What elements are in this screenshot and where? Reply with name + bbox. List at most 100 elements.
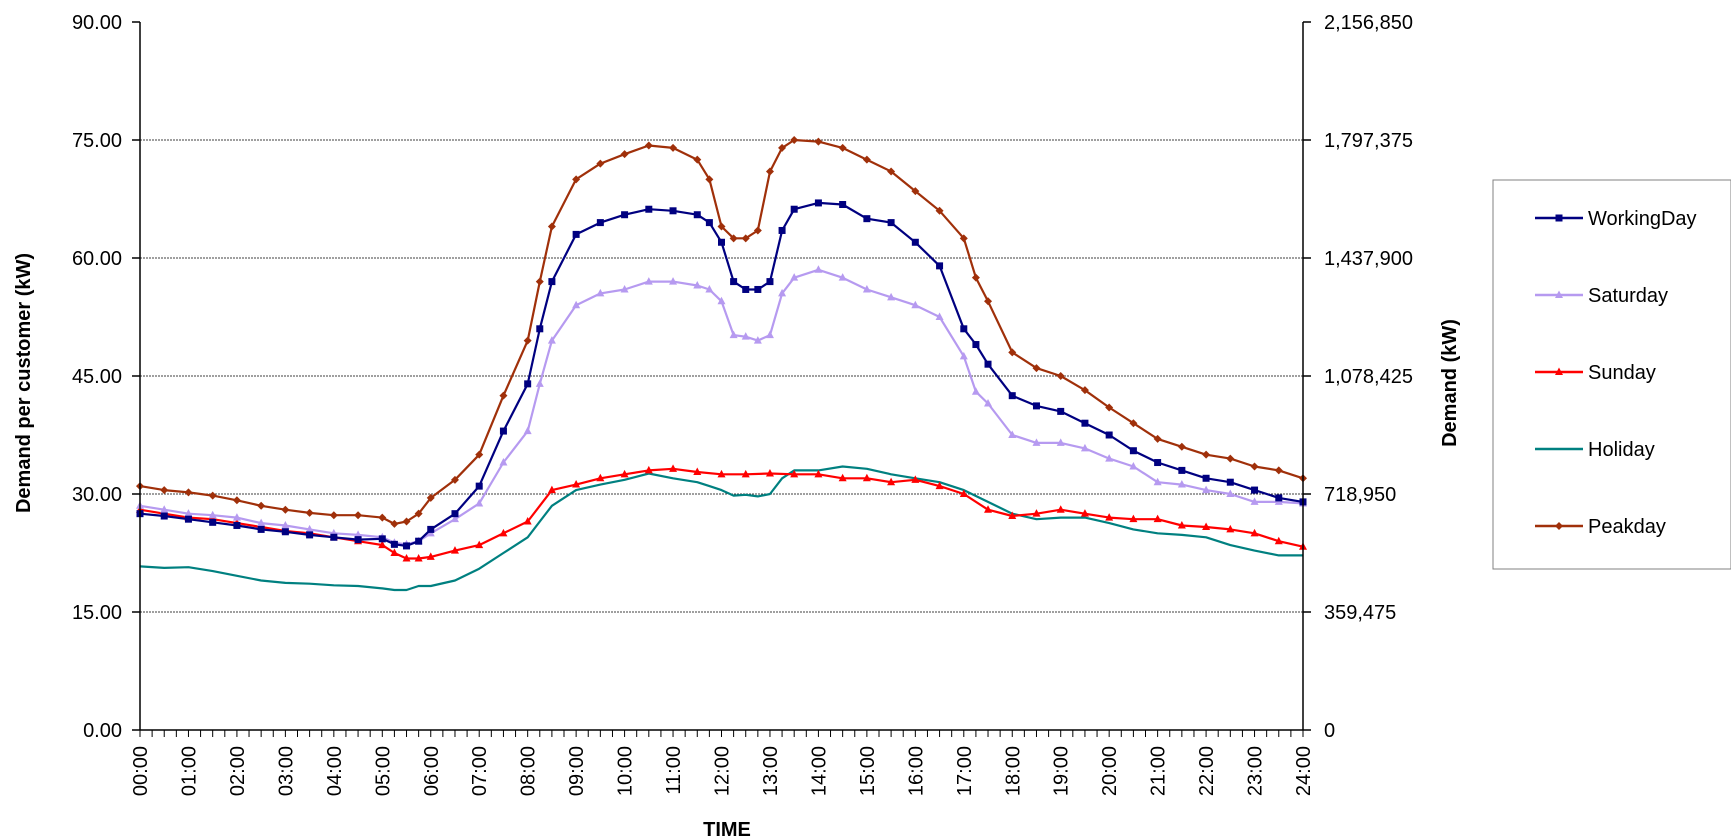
data-point-sunday <box>1153 514 1162 523</box>
data-point-saturday <box>693 281 702 289</box>
data-point-workingday <box>972 341 980 349</box>
data-point-peakday <box>257 501 266 510</box>
data-point-peakday <box>741 234 750 243</box>
series-workingday <box>136 199 1307 550</box>
x-tick-label: 24:00 <box>1293 746 1315 796</box>
x-axis-title: TIME <box>703 819 751 840</box>
data-point-peakday <box>644 141 653 150</box>
data-point-sunday <box>523 517 532 525</box>
data-point-sunday <box>984 505 993 513</box>
data-point-workingday <box>1178 466 1186 474</box>
data-point-sunday <box>1080 509 1089 517</box>
data-point-sunday <box>1056 505 1065 513</box>
data-point-workingday <box>693 211 701 219</box>
data-point-workingday <box>754 285 762 293</box>
data-point-workingday <box>572 230 580 238</box>
x-tick-label: 10:00 <box>615 746 637 796</box>
data-point-workingday <box>354 536 362 544</box>
data-point-peakday <box>1056 372 1065 380</box>
data-point-sunday <box>1177 520 1186 529</box>
series-line-holiday <box>139 465 1303 592</box>
data-point-saturday <box>729 330 738 339</box>
data-point-workingday <box>705 219 713 227</box>
legend-item-peakday: Peakday <box>1535 516 1666 538</box>
data-point-workingday <box>669 207 677 215</box>
data-point-workingday <box>390 540 398 548</box>
x-tick-label: 20:00 <box>1099 746 1121 796</box>
data-point-workingday <box>524 380 532 388</box>
y-tick-label: 30.00 <box>72 484 122 506</box>
data-point-sunday <box>620 469 629 478</box>
data-point-saturday <box>1008 430 1017 438</box>
data-point-saturday <box>208 510 217 519</box>
data-point-sunday <box>669 464 678 472</box>
x-axis-ticks: 00:00 01:00 02:00 03:00 04:00 05:00 06:00 07:00… <box>130 730 1315 796</box>
data-point-saturday <box>1153 477 1162 486</box>
data-point-saturday <box>790 273 799 281</box>
data-point-workingday <box>427 525 435 533</box>
legend-item-saturday: Saturday <box>1535 285 1668 307</box>
data-point-peakday <box>208 491 217 500</box>
y2-tick-label: 1,797,375 <box>1324 130 1413 152</box>
data-point-saturday <box>1032 438 1041 446</box>
data-point-sunday <box>596 473 605 482</box>
data-point-peakday <box>1202 450 1211 459</box>
data-point-workingday <box>621 211 629 219</box>
data-point-saturday <box>1129 461 1138 470</box>
x-tick-label: 07:00 <box>469 746 491 796</box>
legend-label-holiday: Holiday <box>1588 439 1655 461</box>
legend-item-holiday: Holiday <box>1535 439 1655 461</box>
data-point-workingday <box>1275 494 1283 502</box>
data-point-sunday <box>378 540 387 549</box>
data-point-sunday <box>475 540 484 549</box>
data-point-saturday <box>184 509 193 517</box>
x-tick-label: 21:00 <box>1148 746 1170 796</box>
data-point-saturday <box>935 312 944 320</box>
series-line-peakday <box>139 138 1304 526</box>
data-point-saturday <box>523 426 532 435</box>
data-point-sunday <box>911 475 920 483</box>
data-point-peakday <box>911 187 920 196</box>
y-axis-ticks: 0.00 15.00 30.00 45.00 60.00 75.00 90.00 <box>72 12 140 742</box>
data-point-peakday <box>390 519 399 528</box>
data-point-peakday <box>329 511 338 520</box>
data-point-sunday <box>959 489 968 497</box>
data-point-workingday <box>403 542 411 550</box>
data-point-sunday <box>862 473 871 482</box>
data-point-peakday <box>1008 348 1017 357</box>
legend-label-sunday: Sunday <box>1588 362 1656 384</box>
data-point-workingday <box>839 201 847 209</box>
data-point-saturday <box>814 265 823 273</box>
data-point-peakday <box>535 277 544 286</box>
data-point-peakday <box>1105 403 1114 412</box>
data-point-peakday <box>693 155 702 164</box>
data-point-saturday <box>984 399 993 407</box>
y2-tick-label: 0 <box>1324 720 1335 742</box>
y-axis-title: Demand per customer (kW) <box>13 253 35 513</box>
data-point-sunday <box>402 554 411 562</box>
data-point-saturday <box>1202 485 1211 494</box>
data-point-saturday <box>887 292 896 301</box>
data-point-saturday <box>778 288 787 297</box>
data-point-peakday <box>753 226 762 235</box>
data-point-sunday <box>644 465 653 474</box>
y-tick-label: 75.00 <box>72 130 122 152</box>
data-point-saturday <box>475 498 484 507</box>
data-point-workingday <box>281 528 289 536</box>
data-point-sunday <box>547 485 556 494</box>
data-point-saturday <box>596 288 605 297</box>
data-point-saturday <box>705 284 714 293</box>
legend-label-peakday: Peakday <box>1588 516 1666 538</box>
data-point-peakday <box>232 496 241 505</box>
data-point-saturday <box>838 273 847 281</box>
data-point-saturday <box>257 518 266 527</box>
data-point-peakday <box>705 175 714 184</box>
data-point-workingday <box>596 219 604 227</box>
legend-item-sunday: Sunday <box>1535 362 1656 384</box>
data-point-peakday <box>450 475 459 484</box>
legend-item-workingday: WorkingDay <box>1535 208 1697 230</box>
data-point-peakday <box>1226 454 1235 463</box>
data-point-sunday <box>450 546 459 554</box>
data-point-peakday <box>547 222 556 231</box>
data-point-sunday <box>426 552 435 560</box>
